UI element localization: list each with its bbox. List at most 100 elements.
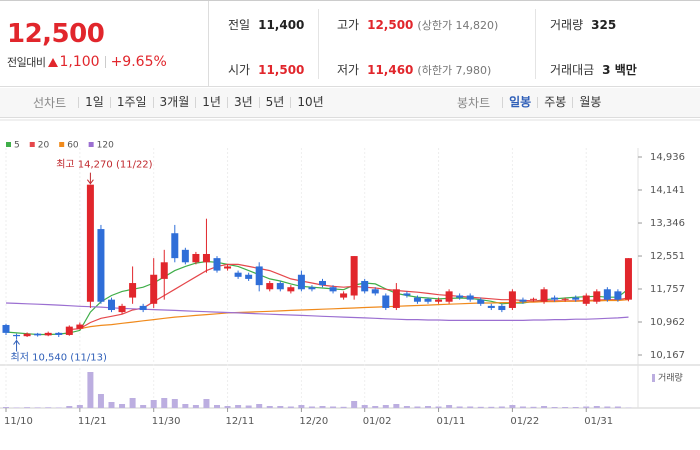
volume-bar bbox=[340, 406, 347, 408]
candle-period-tab[interactable]: 일봉 bbox=[502, 96, 537, 108]
candle-body bbox=[551, 297, 559, 300]
candle-body bbox=[561, 298, 569, 300]
moving-average-line bbox=[79, 299, 629, 330]
volume-legend-swatch bbox=[652, 374, 655, 382]
period-tab[interactable]: 3개월 bbox=[152, 96, 196, 108]
candle-body bbox=[108, 299, 115, 311]
volume-bar bbox=[182, 404, 189, 408]
volume-bar bbox=[583, 406, 590, 408]
candle-body bbox=[445, 291, 453, 302]
volume-bar bbox=[351, 401, 358, 408]
candle-body bbox=[129, 283, 137, 298]
candle-body bbox=[371, 289, 379, 294]
period-tab[interactable]: 10년 bbox=[290, 96, 329, 108]
legend-label: 60 bbox=[67, 141, 79, 151]
stat-label: 전일 bbox=[228, 18, 251, 32]
period-tab[interactable]: 1일 bbox=[78, 96, 110, 108]
stat: 거래대금 3 백만 bbox=[550, 61, 637, 78]
volume-bar bbox=[108, 402, 115, 408]
volume-bar bbox=[24, 407, 31, 408]
line-chart-tabs: 선차트 1일 1주일 3개월 1년 3년 5년 10년 bbox=[33, 88, 330, 117]
separator bbox=[535, 9, 536, 79]
volume-bar bbox=[214, 405, 220, 408]
candle-body bbox=[297, 274, 305, 290]
candle-body bbox=[519, 299, 527, 302]
candle-period-tab[interactable]: 주봉 bbox=[537, 96, 572, 108]
candle-body bbox=[361, 280, 369, 292]
volume-bar bbox=[403, 406, 410, 408]
volume-bar bbox=[372, 406, 379, 408]
separator bbox=[318, 9, 319, 79]
volume-bar bbox=[562, 407, 569, 408]
candle-body bbox=[266, 283, 274, 290]
volume-bar bbox=[446, 405, 453, 408]
volume-bar bbox=[13, 407, 20, 408]
volume-bar bbox=[119, 404, 126, 408]
volume-bar bbox=[435, 406, 442, 408]
candle-body bbox=[477, 299, 485, 304]
current-price: 12,500 bbox=[7, 19, 105, 49]
change-rate: +9.65% bbox=[110, 54, 167, 70]
candle-body bbox=[329, 287, 337, 292]
candle-body bbox=[340, 293, 348, 298]
x-tick-label: 11/21 bbox=[78, 416, 107, 427]
period-tabs: 선차트 1일 1주일 3개월 1년 3년 5년 10년 봉차트 일봉 주봉 월봉 bbox=[0, 88, 700, 118]
volume-bar bbox=[55, 407, 62, 408]
volume-bar bbox=[76, 405, 83, 408]
candle-body bbox=[287, 287, 295, 292]
stat-value: 11,500 bbox=[258, 63, 305, 77]
stat: 거래량 325 bbox=[550, 16, 616, 33]
volume-bar bbox=[3, 407, 9, 408]
period-tab[interactable]: 5년 bbox=[258, 96, 291, 108]
candle-period-tab[interactable]: 월봉 bbox=[572, 96, 607, 108]
candle-body bbox=[487, 305, 495, 308]
stat: 시가 11,500 bbox=[228, 61, 304, 78]
candle-body bbox=[86, 184, 94, 302]
volume-bar bbox=[203, 399, 210, 408]
volume-bar bbox=[97, 394, 104, 408]
x-tick-label: 12/20 bbox=[299, 416, 328, 427]
y-tick-label: 12,551 bbox=[650, 251, 685, 262]
volume-bar bbox=[509, 405, 516, 408]
stat-label: 고가 bbox=[337, 18, 360, 32]
stat-value: 3 백만 bbox=[602, 63, 637, 77]
volume-bar bbox=[551, 407, 558, 408]
candle-body bbox=[181, 249, 189, 263]
candle-body bbox=[456, 295, 464, 298]
candle-body bbox=[202, 253, 210, 263]
volume-bar bbox=[498, 406, 505, 408]
legend-label: 5 bbox=[14, 141, 20, 151]
stat: 전일 11,400 bbox=[228, 16, 304, 33]
high-arrow-head bbox=[87, 179, 94, 185]
change-row: 전일대비 1,100 +9.65% bbox=[7, 54, 167, 70]
volume-bar bbox=[150, 400, 157, 408]
change-label: 전일대비 bbox=[7, 56, 46, 69]
separator bbox=[104, 56, 106, 68]
volume-bar bbox=[308, 406, 315, 408]
stat-label: 거래량 bbox=[550, 18, 584, 32]
period-tab[interactable]: 1주일 bbox=[109, 96, 153, 108]
tab-group-label: 봉차트 bbox=[457, 96, 491, 110]
stat-value: 12,500 bbox=[367, 18, 414, 32]
volume-bar bbox=[256, 404, 263, 408]
candle-body bbox=[593, 291, 601, 302]
stat: 저가 11,460 (하한가 7,980) bbox=[337, 61, 491, 78]
volume-bar bbox=[519, 406, 526, 408]
candle-body bbox=[65, 326, 73, 335]
candle-body bbox=[171, 233, 179, 259]
candle-body bbox=[276, 283, 284, 290]
period-tab[interactable]: 3년 bbox=[226, 96, 259, 108]
y-tick-label: 11,757 bbox=[650, 284, 685, 295]
period-tab[interactable]: 1년 bbox=[195, 96, 227, 108]
stat-note: (상한가 14,820) bbox=[417, 19, 499, 32]
candle-body bbox=[97, 229, 105, 302]
x-tick-label: 11/10 bbox=[4, 416, 33, 427]
price-box: 12,500 전일대비 1,100 +9.65% bbox=[0, 1, 209, 87]
y-tick-label: 14,141 bbox=[650, 185, 685, 196]
candle-body bbox=[213, 258, 221, 271]
volume-bar bbox=[140, 405, 147, 408]
legend-swatch bbox=[6, 142, 11, 147]
volume-bar bbox=[192, 405, 199, 408]
volume-bar bbox=[171, 399, 178, 408]
